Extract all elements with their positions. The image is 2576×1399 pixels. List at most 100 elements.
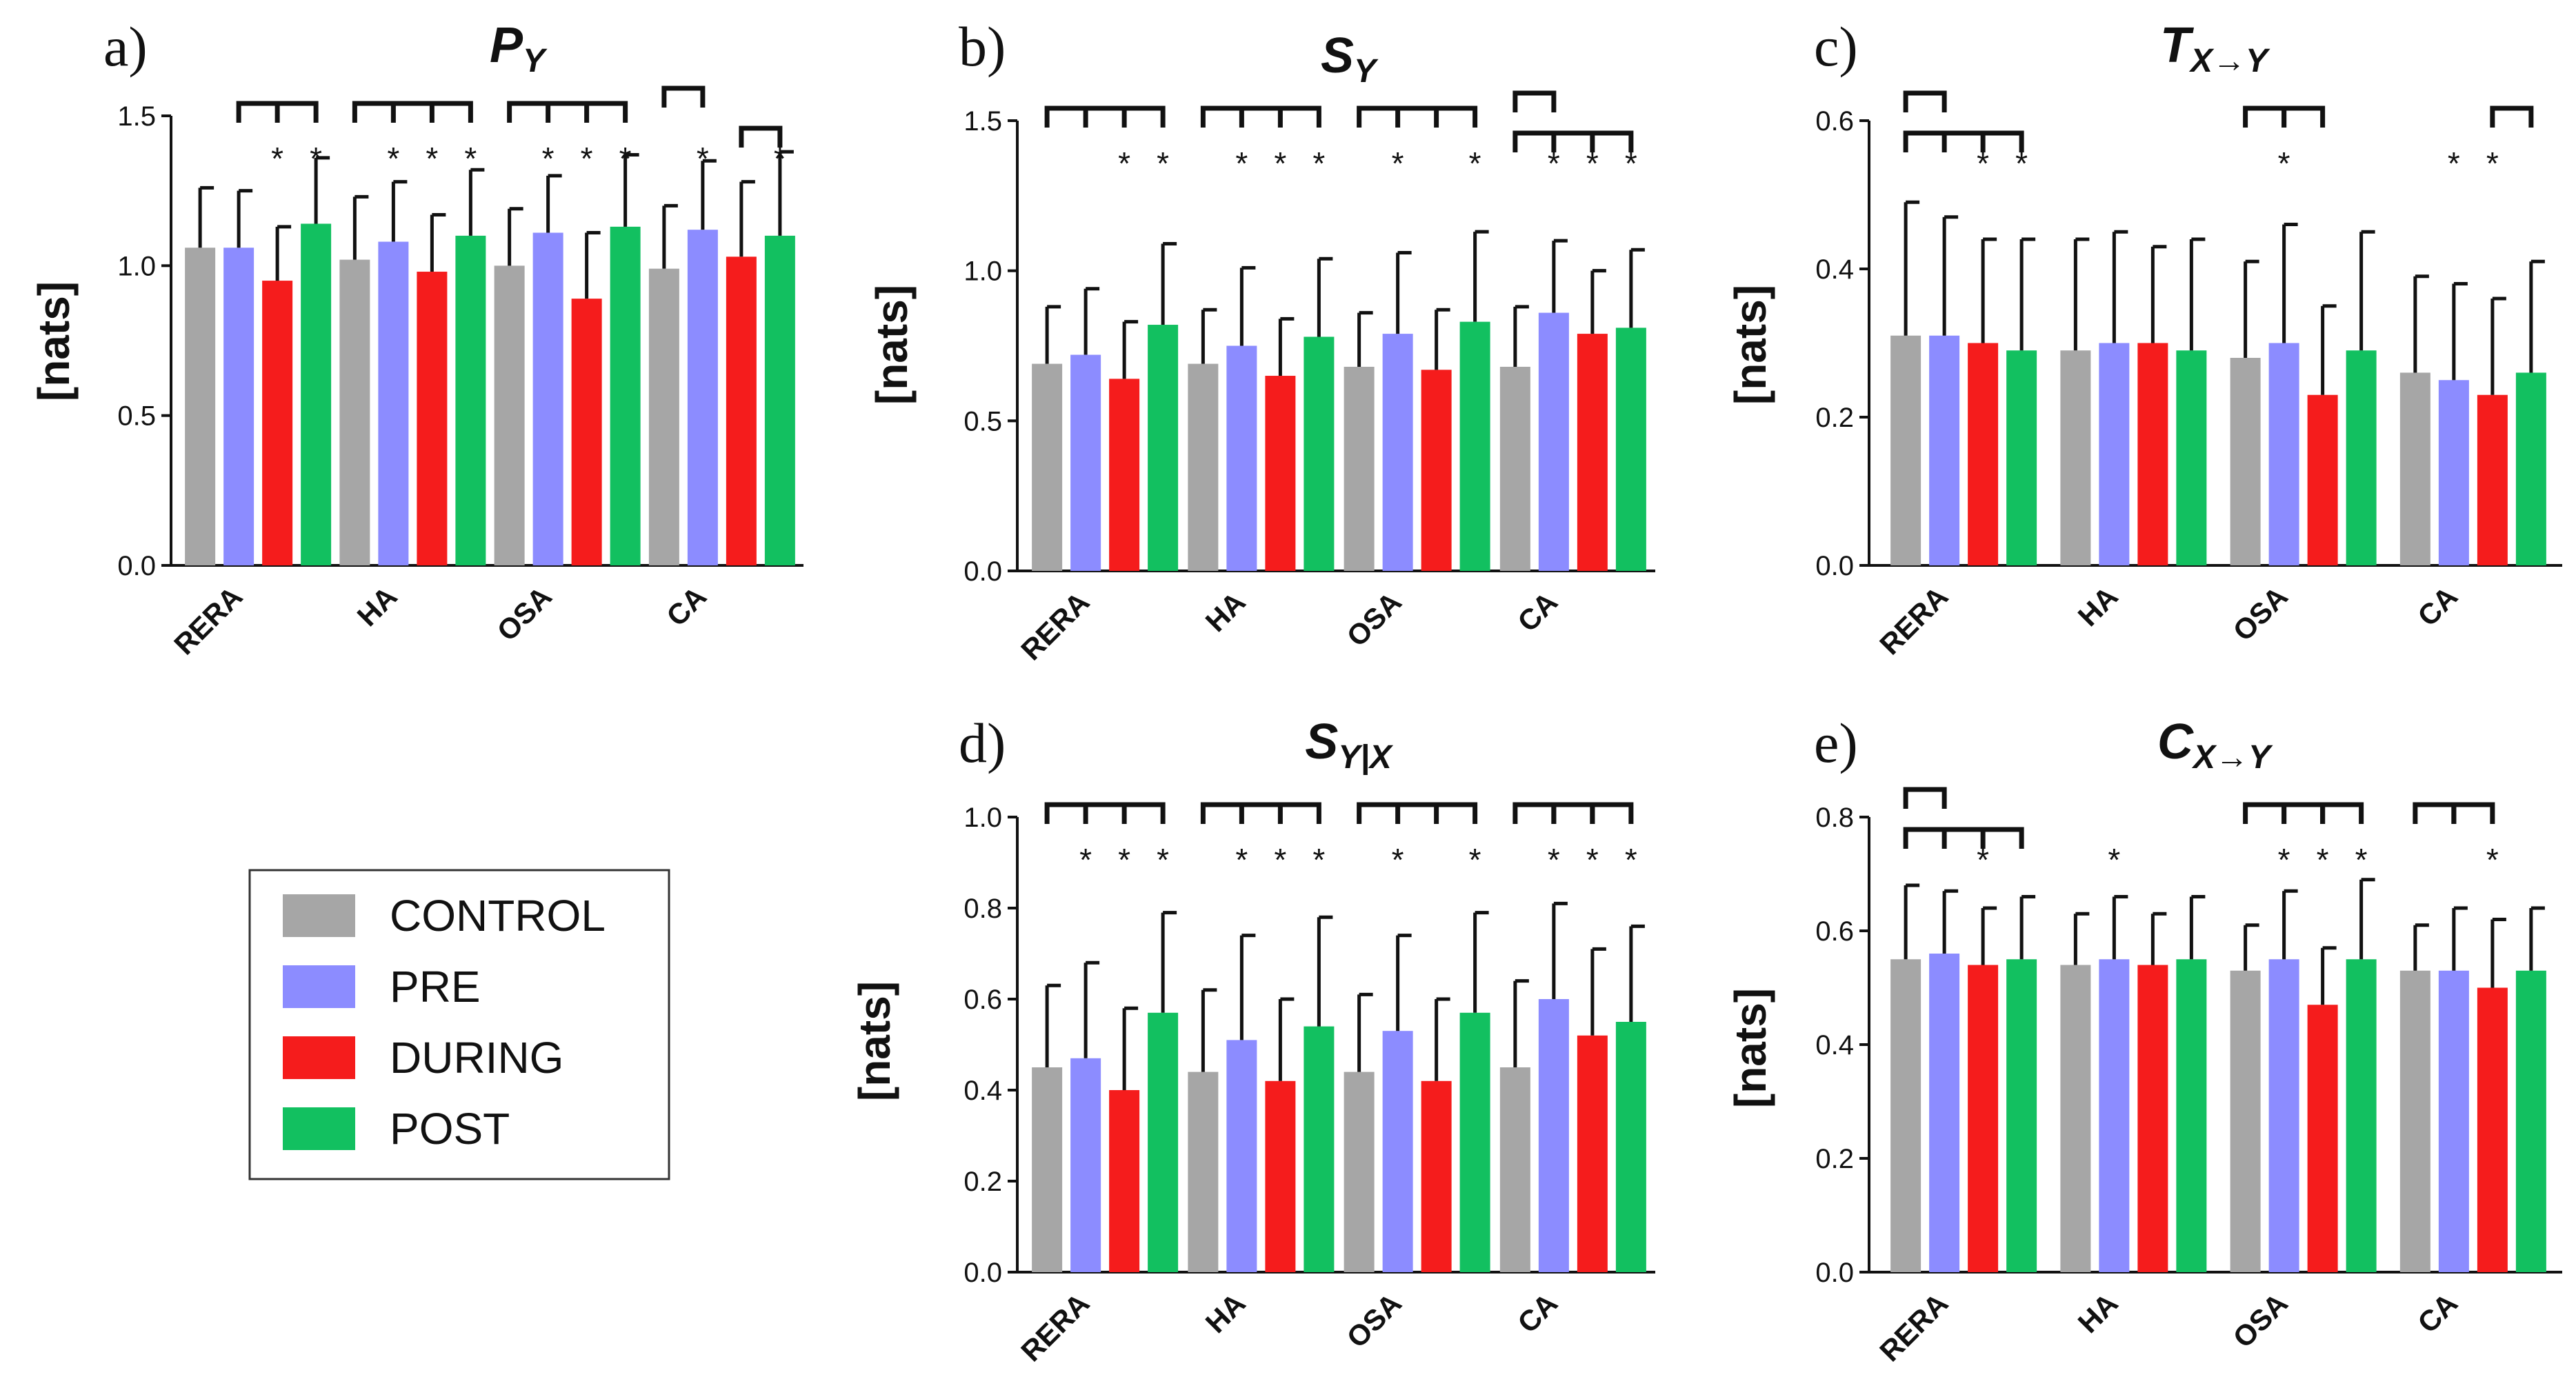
error-bar-c-ha-control [2073, 237, 2090, 351]
panel-label-d: d) [959, 712, 1006, 774]
error-bar-a-ha-during [430, 212, 446, 272]
bar-d-rera-pre [1070, 1058, 1101, 1272]
error-bar-b-ca-control [1513, 305, 1529, 367]
bar-a-osa-post [610, 226, 641, 565]
y-tick-label-a-2: 1.0 [117, 251, 156, 281]
error-bar-b-rera-control [1045, 305, 1061, 364]
error-bar-e-osa-pre [2282, 889, 2298, 960]
error-bar-b-rera-post [1161, 241, 1177, 325]
error-bar-a-osa-pre [546, 174, 562, 233]
significance-star-b-ca-2: * [1586, 145, 1599, 181]
bar-a-rera-pre [223, 248, 254, 565]
significance-star-d-ca-2: * [1586, 842, 1599, 878]
bar-e-ca-control [2399, 970, 2430, 1272]
error-bar-b-ca-during [1590, 269, 1606, 334]
error-bar-e-osa-during [2321, 946, 2337, 1005]
bar-c-ha-pre [2099, 343, 2130, 565]
bar-d-osa-control [1344, 1071, 1375, 1272]
bar-b-osa-control [1344, 366, 1375, 571]
bar-e-rera-pre [1929, 954, 1960, 1272]
bar-b-osa-post [1459, 321, 1490, 571]
bar-b-ca-during [1577, 334, 1608, 571]
error-bar-d-ha-post [1317, 915, 1333, 1027]
bar-a-ca-pre [687, 230, 718, 565]
error-bar-a-ha-control [352, 194, 369, 260]
error-bar-e-ha-during [2150, 912, 2167, 965]
significance-star-b-ca-3: * [1625, 145, 1637, 181]
bar-d-osa-pre [1382, 1031, 1413, 1272]
y-tick-label-c-1: 0.2 [1815, 403, 1854, 433]
legend-label-pre: PRE [390, 962, 481, 1011]
bar-e-ha-during [2137, 965, 2168, 1272]
bar-b-ha-control [1188, 363, 1219, 571]
panel-title-b-main: S [1321, 28, 1354, 83]
bar-b-ca-pre [1538, 312, 1569, 571]
bar-c-rera-pre [1929, 335, 1960, 565]
bar-c-ha-control [2060, 350, 2091, 565]
y-axis-label-e: [nats] [1726, 988, 1775, 1108]
significance-star-b-ha-3: * [1312, 145, 1325, 181]
y-tick-label-d-3: 0.6 [963, 985, 1002, 1015]
significance-star-b-ha-2: * [1274, 145, 1286, 181]
bar-a-osa-during [571, 299, 602, 565]
bar-b-rera-pre [1070, 354, 1101, 571]
bar-e-rera-during [1968, 965, 1999, 1272]
significance-bracket-a-rera-0 [236, 101, 319, 123]
error-bar-e-ha-control [2073, 912, 2090, 965]
error-bar-e-ha-pre [2112, 895, 2128, 960]
y-axis-label-b: [nats] [867, 285, 917, 405]
error-bar-a-ca-during [739, 180, 755, 257]
error-bar-e-rera-control [1904, 883, 1920, 960]
y-tick-label-a-0: 0.0 [117, 551, 156, 581]
error-bar-a-osa-control [508, 207, 523, 266]
error-bar-c-ca-pre [2452, 282, 2468, 381]
error-bar-d-osa-during [1435, 997, 1450, 1081]
significance-bracket-a-ca-1 [739, 125, 783, 148]
significance-star-b-osa-3: * [1469, 145, 1481, 181]
bar-a-osa-control [494, 265, 525, 565]
y-tick-label-d-2: 0.4 [963, 1076, 1002, 1106]
significance-star-d-rera-2: * [1118, 842, 1130, 878]
significance-star-d-ha-3: * [1312, 842, 1325, 878]
significance-star-d-osa-3: * [1469, 842, 1481, 878]
significance-star-c-ca-1: * [2448, 145, 2460, 181]
error-bar-d-ha-during [1278, 997, 1295, 1081]
error-bar-c-ha-post [2189, 237, 2206, 351]
y-tick-label-b-3: 1.5 [963, 106, 1002, 137]
bar-c-ca-during [2477, 394, 2508, 565]
bar-d-ca-control [1499, 1067, 1530, 1272]
significance-star-a-ca-1: * [697, 141, 709, 177]
significance-star-c-osa-1: * [2278, 145, 2290, 181]
panel-title-e: CX→Y [2157, 714, 2273, 776]
significance-bracket-e-rera-1 [1903, 827, 2024, 849]
bar-e-ca-pre [2438, 970, 2469, 1272]
panel-title-a-main: P [490, 18, 523, 73]
error-bar-c-rera-pre [1942, 215, 1959, 336]
error-bar-a-rera-post [314, 156, 330, 224]
significance-star-b-rera-3: * [1157, 145, 1169, 181]
error-bar-e-ca-post [2529, 906, 2545, 971]
bar-c-ca-post [2515, 372, 2546, 565]
y-tick-label-d-0: 0.0 [963, 1258, 1002, 1288]
bar-e-ha-pre [2099, 959, 2130, 1272]
bar-d-ca-during [1577, 1035, 1608, 1272]
significance-star-e-rera-2: * [1977, 842, 1989, 878]
panel-title-a: PY [490, 18, 548, 79]
legend-label-during: DURING [390, 1033, 563, 1083]
legend-swatch-control [283, 894, 355, 937]
significance-bracket-a-osa-0 [507, 101, 628, 123]
bar-c-rera-post [2006, 350, 2037, 565]
error-bar-c-osa-control [2244, 259, 2259, 358]
error-bar-a-ca-control [662, 203, 678, 269]
error-bar-d-rera-during [1122, 1006, 1139, 1090]
y-tick-label-d-1: 0.2 [963, 1167, 1002, 1197]
error-bar-a-osa-post [623, 153, 639, 227]
bar-b-rera-post [1148, 325, 1179, 571]
significance-bracket-d-osa-0 [1357, 802, 1478, 824]
bar-d-rera-post [1148, 1012, 1179, 1272]
significance-bracket-e-rera-0 [1903, 787, 1947, 809]
bar-d-rera-control [1032, 1067, 1063, 1272]
